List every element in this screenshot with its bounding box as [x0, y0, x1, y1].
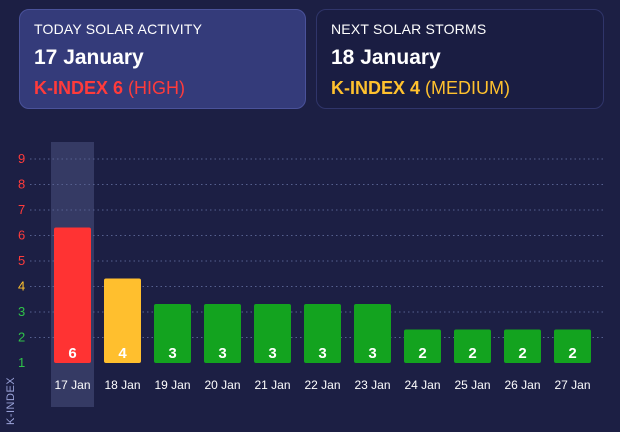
x-tick-label: 22 Jan [304, 378, 340, 392]
today-solar-activity-card: TODAY SOLAR ACTIVITY 17 January K-INDEX … [19, 9, 306, 109]
y-tick-label-1: 1 [18, 355, 25, 370]
bar-17-jan [54, 227, 91, 363]
x-tick-label: 21 Jan [254, 378, 290, 392]
x-tick-label: 27 Jan [554, 378, 590, 392]
today-kindex-value: K-INDEX 6 [34, 78, 124, 98]
bar-27-jan [554, 329, 591, 363]
x-tick-label: 20 Jan [204, 378, 240, 392]
next-card-title: NEXT SOLAR STORMS [331, 21, 487, 37]
next-card-kindex: K-INDEX 4 (MEDIUM) [331, 78, 589, 99]
bar-21-jan [254, 304, 291, 363]
y-tick-label-2: 2 [18, 330, 25, 345]
bar-18-jan [104, 278, 141, 363]
x-tick-label: 23 Jan [354, 378, 390, 392]
next-card-date: 18 January [331, 46, 441, 69]
y-tick-label-7: 7 [18, 202, 25, 217]
next-kindex-level: (MEDIUM) [425, 78, 510, 98]
bar-value-label: 6 [68, 345, 76, 362]
today-card-date: 17 January [34, 46, 144, 69]
x-tick-label: 18 Jan [104, 378, 140, 392]
y-tick-label-5: 5 [18, 253, 25, 268]
bar-22-jan [304, 304, 341, 363]
y-tick-label-6: 6 [18, 228, 25, 243]
y-axis-title: K-INDEX [5, 376, 17, 425]
today-card-kindex: K-INDEX 6 (HIGH) [34, 78, 291, 99]
x-tick-label: 17 Jan [54, 378, 90, 392]
x-tick-label: 19 Jan [154, 378, 190, 392]
bar-value-label: 3 [318, 345, 326, 362]
bar-value-label: 2 [468, 345, 476, 362]
bar-value-label: 2 [418, 345, 426, 362]
bar-value-label: 3 [218, 345, 226, 362]
bar-25-jan [454, 329, 491, 363]
bar-value-label: 2 [518, 345, 526, 362]
bar-value-label: 3 [368, 345, 376, 362]
x-tick-label: 26 Jan [504, 378, 540, 392]
bar-20-jan [204, 304, 241, 363]
y-tick-label-8: 8 [18, 177, 25, 192]
bar-value-label: 4 [118, 345, 127, 362]
next-solar-storms-card: NEXT SOLAR STORMS 18 January K-INDEX 4 (M… [316, 9, 604, 109]
y-tick-label-9: 9 [18, 151, 25, 166]
bar-24-jan [404, 329, 441, 363]
x-tick-label: 24 Jan [404, 378, 440, 392]
bar-value-label: 3 [168, 345, 176, 362]
bar-19-jan [154, 304, 191, 363]
today-card-title: TODAY SOLAR ACTIVITY [34, 21, 203, 37]
bar-value-label: 3 [268, 345, 276, 362]
bar-value-label: 2 [568, 345, 576, 362]
today-kindex-level: (HIGH) [128, 78, 186, 98]
next-kindex-value: K-INDEX 4 [331, 78, 421, 98]
bar-23-jan [354, 304, 391, 363]
y-tick-label-3: 3 [18, 304, 25, 319]
bar-26-jan [504, 329, 541, 363]
y-tick-label-4: 4 [18, 279, 25, 294]
x-tick-label: 25 Jan [454, 378, 490, 392]
